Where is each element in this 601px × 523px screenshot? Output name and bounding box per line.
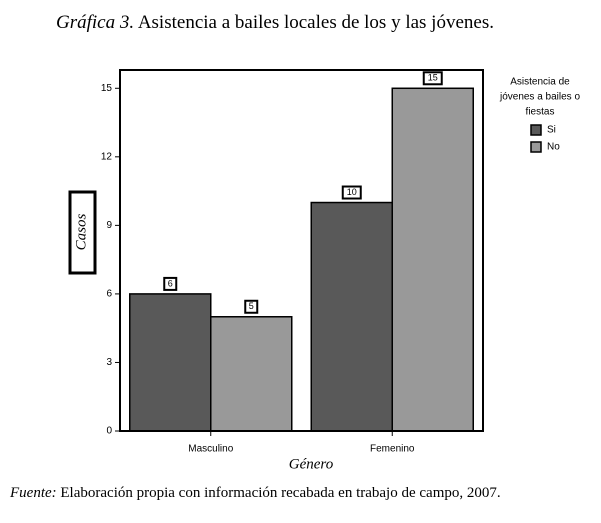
legend-swatch: [530, 124, 542, 136]
legend-swatch: [530, 141, 542, 153]
bar: [210, 316, 293, 432]
bar: [310, 201, 393, 432]
y-tick-label: 3: [106, 357, 112, 368]
plot-frame: [119, 69, 484, 432]
x-tick-label: Masculino: [188, 444, 233, 455]
x-tick-label: Femenino: [370, 444, 415, 455]
value-label-box: [163, 276, 178, 291]
value-label: 5: [249, 301, 254, 311]
bar: [129, 293, 212, 432]
legend-label: Si: [547, 125, 556, 136]
y-tick-label: 0: [106, 426, 112, 437]
x-axis-label: Género: [289, 456, 334, 472]
title-text: Asistencia a bailes locales de los y las…: [138, 12, 494, 33]
y-axis-label: Casos: [73, 214, 89, 251]
source: Fuente: Elaboración propia con informaci…: [9, 485, 501, 501]
bar: [391, 87, 474, 432]
value-label: 10: [347, 187, 357, 197]
value-label: 6: [168, 278, 173, 288]
legend-title: Asistencia de: [510, 77, 570, 88]
y-tick-label: 6: [106, 289, 112, 300]
y-label-box: [68, 190, 97, 275]
source-text: Elaboración propia con información recab…: [60, 485, 500, 501]
legend-title: fiestas: [526, 107, 555, 118]
y-tick-label: 12: [101, 151, 113, 162]
source-label: Fuente:: [9, 485, 57, 501]
value-label-box: [422, 71, 443, 86]
y-tick-label: 9: [106, 220, 112, 231]
value-label: 15: [428, 73, 438, 83]
y-tick-label: 15: [101, 83, 113, 94]
legend-label: No: [547, 142, 560, 153]
legend-title: jóvenes a bailes o: [499, 92, 580, 103]
chart-title: Gráfica 3. Asistencia a bailes locales d…: [56, 12, 494, 33]
value-label-box: [244, 299, 259, 314]
value-label-box: [341, 185, 362, 200]
title-label: Gráfica 3.: [56, 12, 134, 33]
